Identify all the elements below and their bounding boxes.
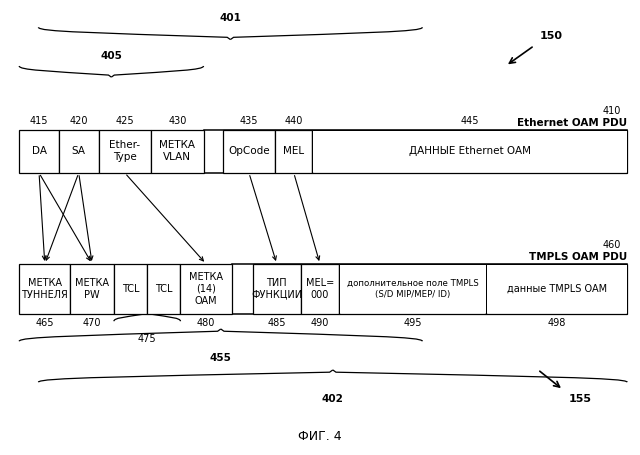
Text: ФИГ. 4: ФИГ. 4 xyxy=(298,430,342,443)
Text: МЕТКА
(14)
OAM: МЕТКА (14) OAM xyxy=(189,273,223,305)
Text: MEL=
000: MEL= 000 xyxy=(306,278,334,300)
Bar xyxy=(204,130,627,173)
Bar xyxy=(223,130,275,173)
Text: 420: 420 xyxy=(70,116,88,126)
Text: МЕТКА
ТУННЕЛЯ: МЕТКА ТУННЕЛЯ xyxy=(21,278,68,300)
Bar xyxy=(487,265,627,313)
Text: Ethernet OAM PDU: Ethernet OAM PDU xyxy=(517,118,627,128)
Bar xyxy=(312,130,627,173)
Text: MEL: MEL xyxy=(283,147,305,156)
Text: ДАННЫЕ Ethernet OAM: ДАННЫЕ Ethernet OAM xyxy=(409,146,531,157)
Text: 440: 440 xyxy=(285,116,303,126)
Text: 495: 495 xyxy=(404,318,422,328)
Bar xyxy=(253,264,301,314)
Text: 415: 415 xyxy=(30,116,48,126)
Bar xyxy=(180,264,232,314)
Text: 402: 402 xyxy=(322,394,344,404)
Text: ТИП
ФУНКЦИИ: ТИП ФУНКЦИИ xyxy=(252,278,302,300)
Bar xyxy=(147,264,180,314)
Bar xyxy=(340,265,486,313)
Text: 485: 485 xyxy=(268,318,286,328)
Text: OpCode: OpCode xyxy=(228,147,270,156)
Text: 460: 460 xyxy=(602,240,621,250)
Text: 445: 445 xyxy=(461,116,479,126)
Text: 405: 405 xyxy=(100,51,122,61)
Text: 425: 425 xyxy=(115,116,134,126)
Text: 401: 401 xyxy=(220,13,241,23)
Text: данные TMPLS OAM: данные TMPLS OAM xyxy=(514,284,600,293)
Text: 430: 430 xyxy=(168,116,186,126)
Bar xyxy=(339,264,486,314)
Bar xyxy=(59,130,99,173)
Text: SA: SA xyxy=(72,147,86,156)
Bar xyxy=(151,130,204,173)
Bar xyxy=(275,130,312,173)
Text: 150: 150 xyxy=(540,31,563,41)
Bar xyxy=(313,131,627,172)
Text: 455: 455 xyxy=(210,353,232,363)
Text: 155: 155 xyxy=(568,394,591,404)
Text: 490: 490 xyxy=(311,318,329,328)
Text: ДАННЫЕ Ethernet OAM: ДАННЫЕ Ethernet OAM xyxy=(409,146,531,157)
Bar xyxy=(301,264,339,314)
Text: TCL: TCL xyxy=(122,284,140,294)
Text: дополнительное поле TMPLS
(S/D MIP/MEP/ ID): дополнительное поле TMPLS (S/D MIP/MEP/ … xyxy=(349,279,477,298)
Text: Ether-
Type: Ether- Type xyxy=(109,141,140,162)
Text: 498: 498 xyxy=(548,318,566,328)
Bar xyxy=(99,130,151,173)
Text: данные TMPLS OAM: данные TMPLS OAM xyxy=(507,284,607,294)
Text: МЕТКА
VLAN: МЕТКА VLAN xyxy=(159,141,195,162)
Bar xyxy=(19,264,70,314)
Text: 410: 410 xyxy=(602,106,621,116)
Text: дополнительное поле TMPLS
(S/D MIP/MEP/ ID): дополнительное поле TMPLS (S/D MIP/MEP/ … xyxy=(347,279,479,298)
Bar xyxy=(114,264,147,314)
Text: 435: 435 xyxy=(240,116,258,126)
Text: 470: 470 xyxy=(83,318,101,328)
Bar xyxy=(70,264,114,314)
Text: 465: 465 xyxy=(36,318,54,328)
Text: TCL: TCL xyxy=(155,284,173,294)
Text: DA: DA xyxy=(31,147,47,156)
Bar xyxy=(486,264,627,314)
Bar xyxy=(19,130,59,173)
Text: 475: 475 xyxy=(138,334,157,344)
Text: МЕТКА
PW: МЕТКА PW xyxy=(75,278,109,300)
Text: TMPLS OAM PDU: TMPLS OAM PDU xyxy=(529,252,627,262)
Text: 480: 480 xyxy=(197,318,215,328)
Bar xyxy=(232,264,627,314)
